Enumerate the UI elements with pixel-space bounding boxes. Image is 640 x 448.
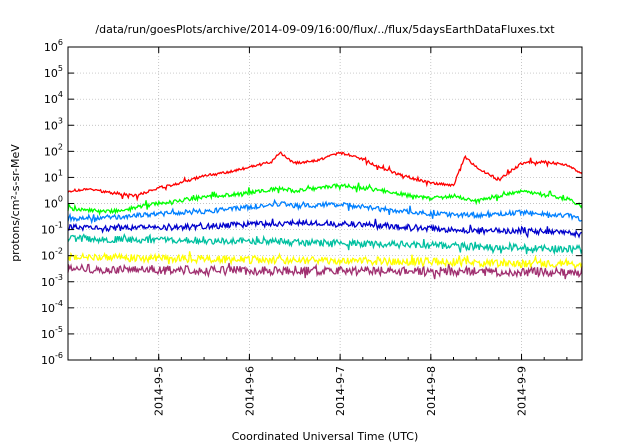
series-line-7 bbox=[67, 262, 583, 280]
x-tick-label: 2014-9-5 bbox=[153, 366, 166, 416]
y-tick-label: 103 bbox=[44, 116, 63, 132]
x-tick-label: 2014-9-9 bbox=[516, 366, 529, 416]
y-tick-label: 102 bbox=[44, 142, 63, 158]
y-tick-label: 10-1 bbox=[41, 221, 63, 237]
series-line-6 bbox=[67, 251, 583, 270]
y-tick-label: 106 bbox=[44, 38, 63, 54]
series-line-3 bbox=[67, 198, 583, 225]
y-tick-label: 10-4 bbox=[41, 299, 63, 315]
y-tick-label: 10-2 bbox=[41, 247, 63, 263]
series-line-1 bbox=[67, 151, 583, 202]
series-line-5 bbox=[67, 233, 583, 256]
x-tick-label: 2014-9-7 bbox=[334, 366, 347, 416]
x-tick-label: 2014-9-6 bbox=[243, 366, 256, 416]
x-tick-label: 2014-9-8 bbox=[425, 366, 438, 416]
series-line-4 bbox=[67, 217, 583, 239]
series-lines bbox=[67, 151, 583, 280]
y-tick-label: 10-6 bbox=[41, 351, 63, 367]
series-line-2 bbox=[67, 182, 583, 217]
chart-title: /data/run/goesPlots/archive/2014-09-09/1… bbox=[95, 23, 555, 36]
y-tick-label: 101 bbox=[44, 168, 63, 184]
y-tick-label: 104 bbox=[44, 90, 63, 106]
y-tick-label: 100 bbox=[44, 195, 63, 211]
y-tick-label: 10-3 bbox=[41, 273, 63, 289]
y-axis-ticks: 10-6 10-5 10-4 10-3 10-2 10-1 100 101 102 103 104 1… bbox=[41, 38, 582, 367]
y-tick-label: 105 bbox=[44, 64, 63, 80]
y-tick-label: 10-5 bbox=[41, 325, 63, 341]
x-axis-ticks: 2014-9-5 2014-9-6 2014-9-7 2014-9-8 2014-9-9 bbox=[67, 47, 568, 416]
y-axis-label: protons/cm²-s-sr-MeV bbox=[9, 144, 22, 262]
x-axis-label: Coordinated Universal Time (UTC) bbox=[232, 430, 419, 443]
